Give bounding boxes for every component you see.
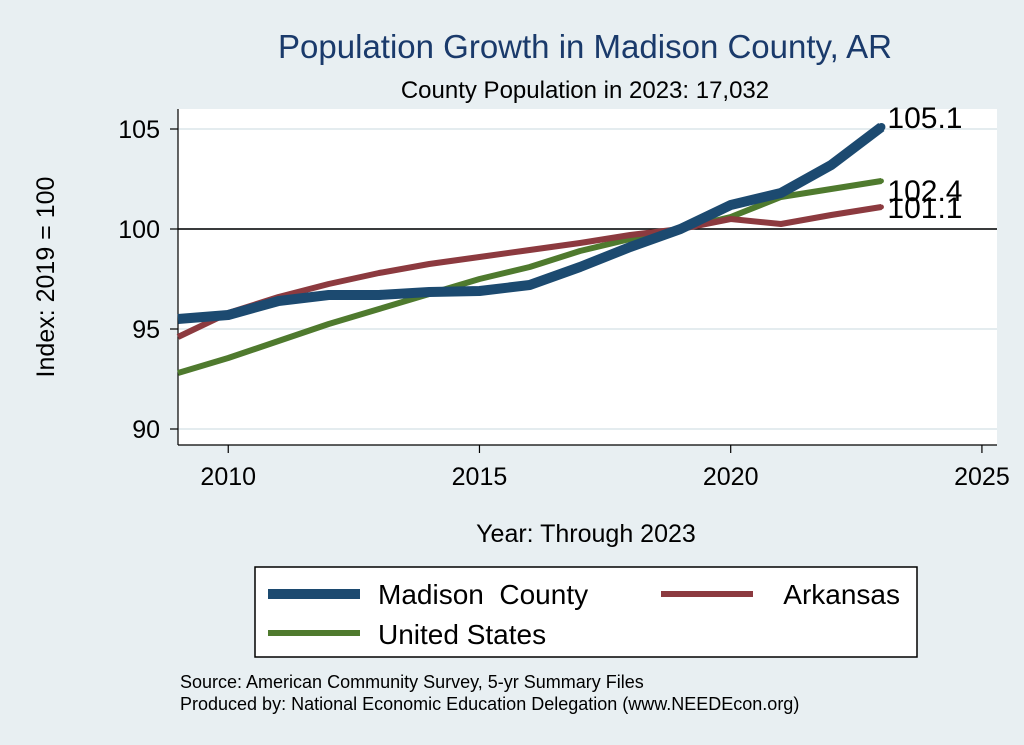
x-tick-label-2020: 2020 [703,463,759,491]
y-tick-label-90: 90 [132,416,160,444]
series-line-united-states [177,178,882,376]
legend: Madison County Arkansas United States [254,566,918,658]
legend-label-arkansas: Arkansas [783,579,900,610]
y-tick-label-100: 100 [118,216,160,244]
end-label-1: 101.1 [887,192,962,225]
chart-title: Population Growth in Madison County, AR [278,28,892,65]
x-axis-title: Year: Through 2023 [476,520,696,548]
legend-label-madison: Madison County [378,579,588,610]
legend-box [254,566,918,658]
x-tick-label-2010: 2010 [200,463,256,491]
series-line-arkansas [176,204,882,340]
x-tick-label-2015: 2015 [452,463,508,491]
y-axis-title: Index: 2019 = 100 [32,177,60,378]
end-marker-0 [877,123,886,131]
y-tick-label-105: 105 [118,116,160,144]
legend-label-united-states: United States [378,619,546,650]
source-line-1: Source: American Community Survey, 5-yr … [180,672,644,692]
axes-layer: 90 95 100 105 2010 2015 2020 2025 [118,109,1010,491]
end-marker-1 [878,204,884,210]
plot-area [178,109,997,445]
chart-subtitle: County Population in 2023: 17,032 [401,77,769,104]
source-line-2: Produced by: National Economic Education… [180,694,799,714]
end-label-2: 102.4 [887,175,962,208]
end-label-0: 105.1 [887,102,962,135]
series-layer [176,123,885,376]
x-tick-label-2025: 2025 [954,463,1010,491]
end-marker-2 [878,178,884,184]
y-tick-label-95: 95 [132,316,160,344]
series-line-madison-county [177,123,885,324]
